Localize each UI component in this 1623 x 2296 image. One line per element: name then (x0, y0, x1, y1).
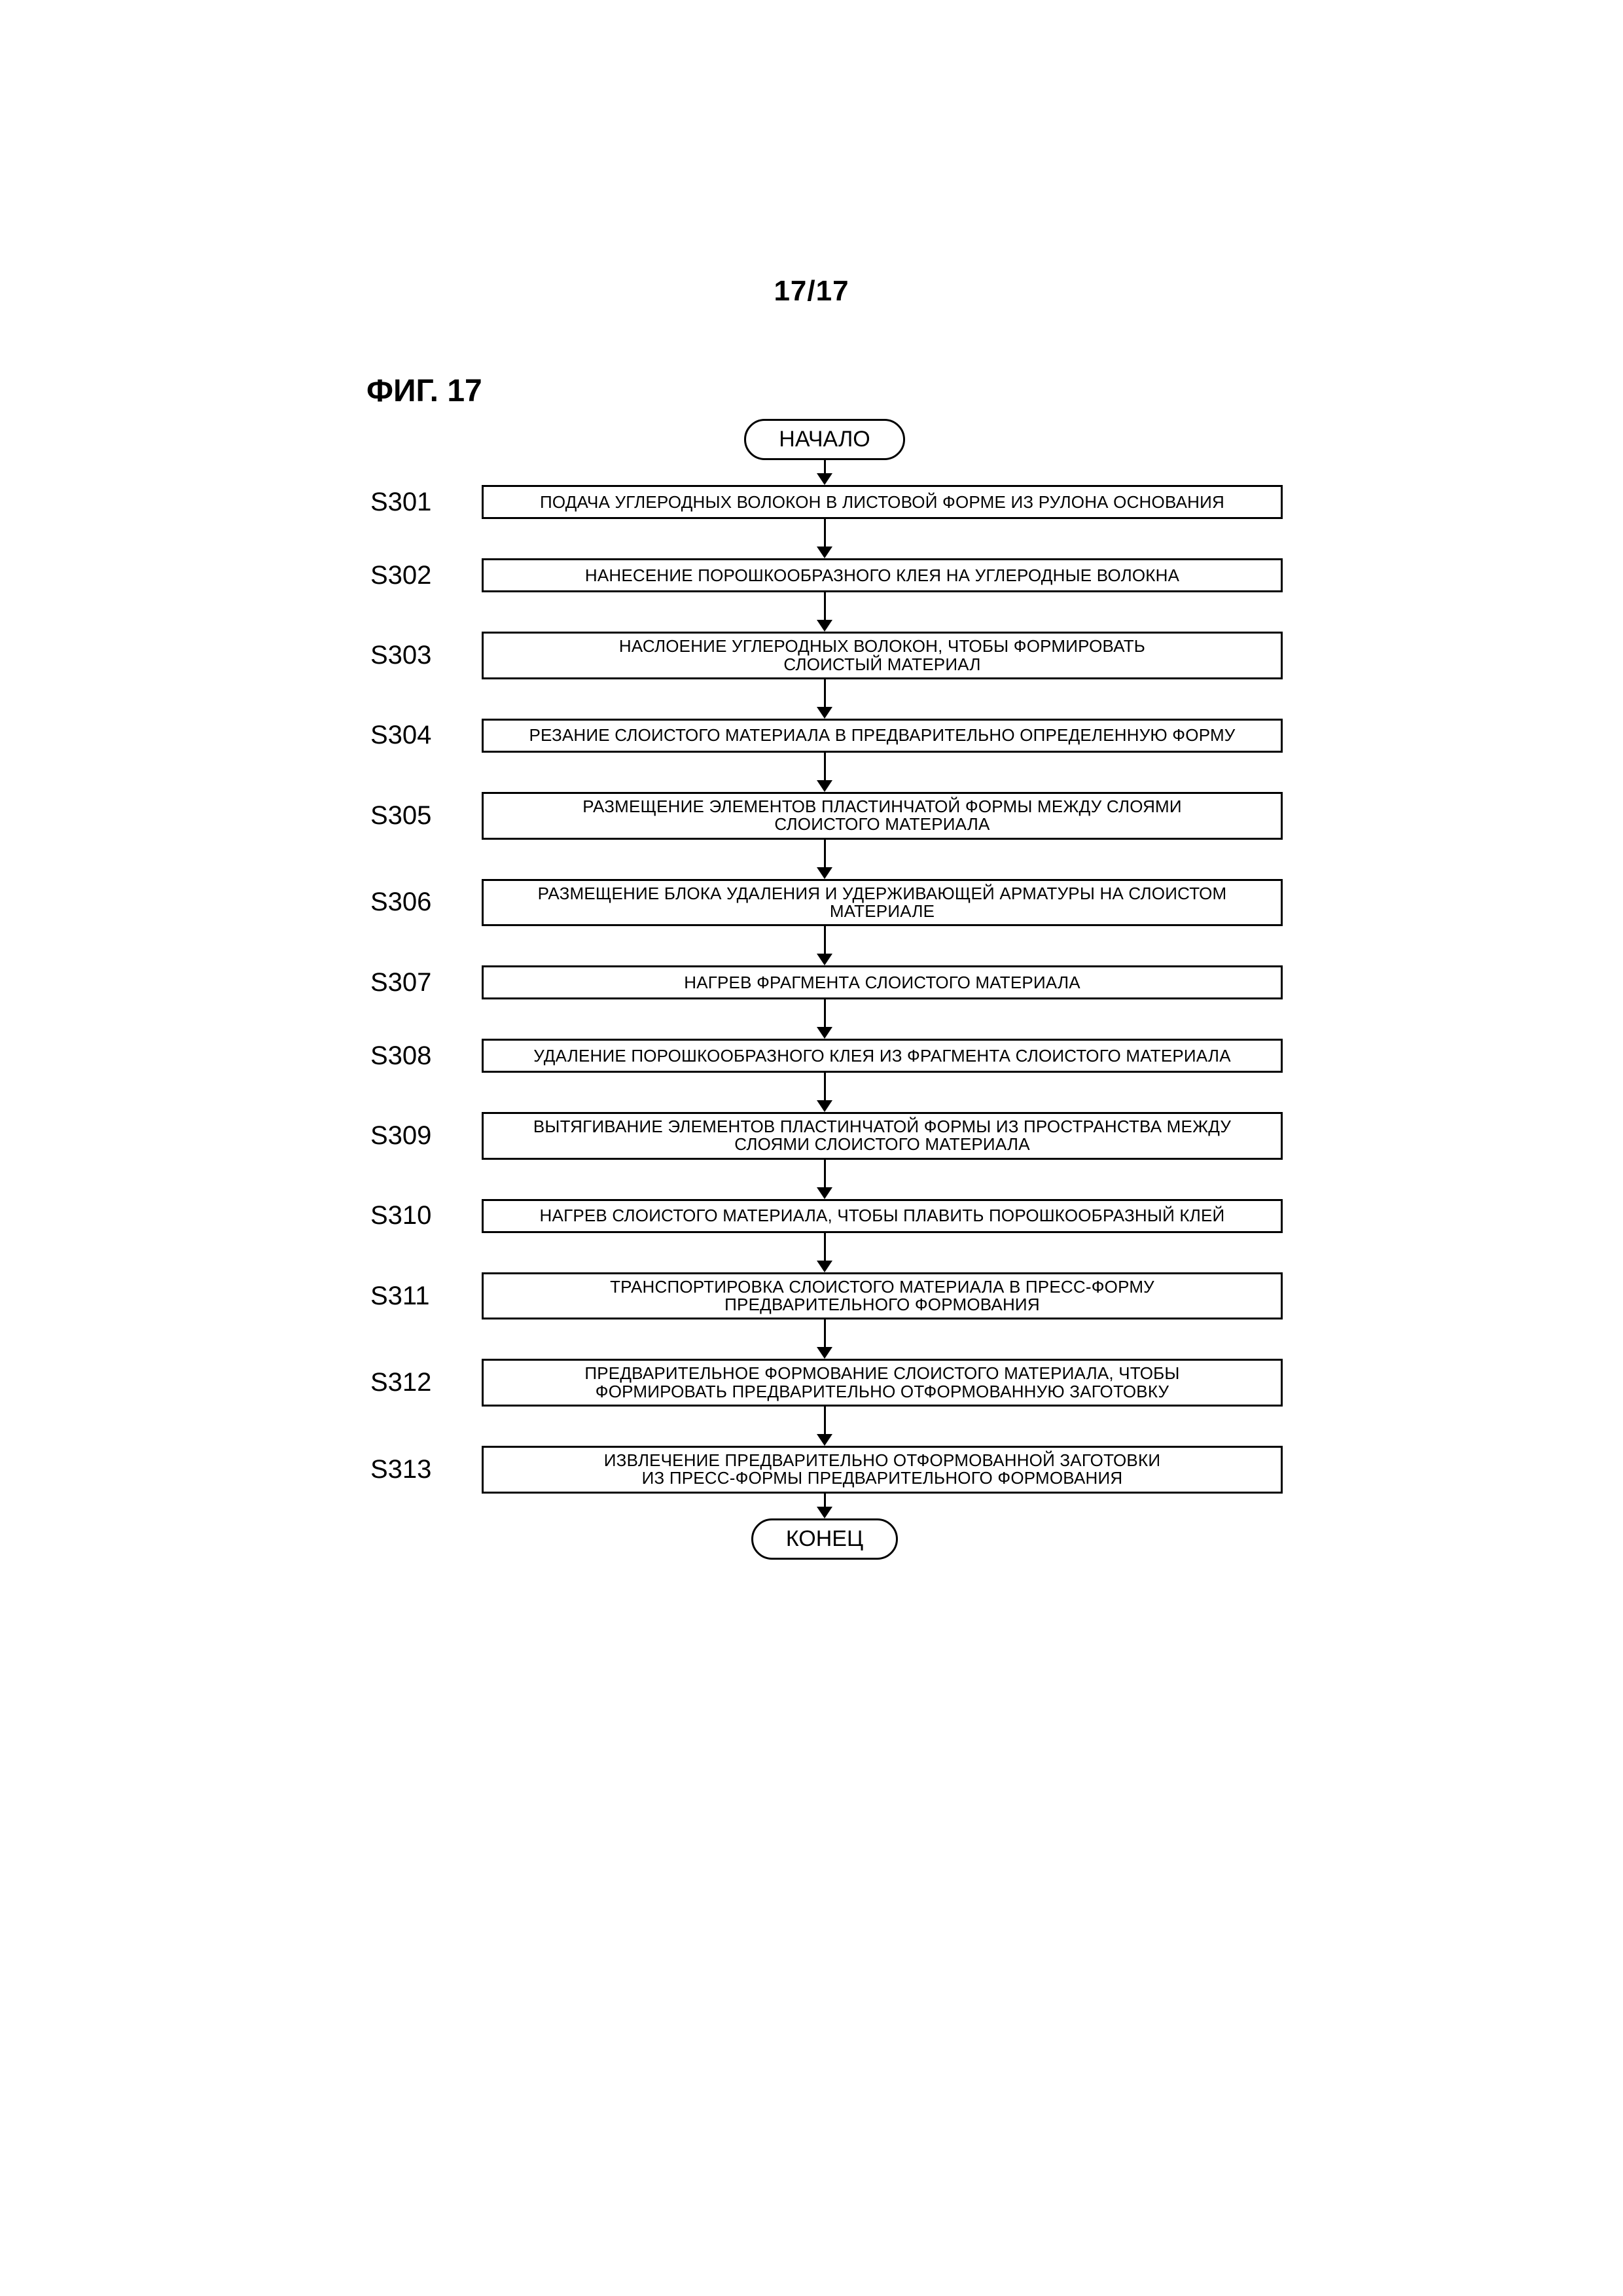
step-text: РАЗМЕЩЕНИЕ ЭЛЕМЕНТОВ ПЛАСТИНЧАТОЙ ФОРМЫ … (582, 798, 1182, 834)
step-label: S305 (366, 801, 482, 831)
page-number: 17/17 (0, 275, 1623, 308)
step-text: РЕЗАНИЕ СЛОИСТОГО МАТЕРИАЛА В ПРЕДВАРИТЕ… (529, 726, 1235, 744)
step-text: НАГРЕВ ФРАГМЕНТА СЛОИСТОГО МАТЕРИАЛА (684, 974, 1080, 992)
step-box: ТРАНСПОРТИРОВКА СЛОИСТОГО МАТЕРИАЛА В ПР… (482, 1272, 1283, 1320)
flowchart-step: S306 РАЗМЕЩЕНИЕ БЛОКА УДАЛЕНИЯ И УДЕРЖИВА… (366, 879, 1283, 927)
connector (824, 999, 826, 1028)
step-box: ВЫТЯГИВАНИЕ ЭЛЕМЕНТОВ ПЛАСТИНЧАТОЙ ФОРМЫ… (482, 1112, 1283, 1160)
arrow-down-icon (817, 707, 832, 719)
step-box: НАСЛОЕНИЕ УГЛЕРОДНЫХ ВОЛОКОН, ЧТОБЫ ФОРМ… (482, 632, 1283, 679)
flowchart-step: S309 ВЫТЯГИВАНИЕ ЭЛЕМЕНТОВ ПЛАСТИНЧАТОЙ Ф… (366, 1112, 1283, 1160)
step-text: НАСЛОЕНИЕ УГЛЕРОДНЫХ ВОЛОКОН, ЧТОБЫ ФОРМ… (619, 637, 1145, 673)
connector (824, 1233, 826, 1262)
step-text: НАНЕСЕНИЕ ПОРОШКООБРАЗНОГО КЛЕЯ НА УГЛЕР… (585, 567, 1179, 584)
step-box: ПРЕДВАРИТЕЛЬНОЕ ФОРМОВАНИЕ СЛОИСТОГО МАТ… (482, 1359, 1283, 1407)
flowchart-step: S304 РЕЗАНИЕ СЛОИСТОГО МАТЕРИАЛА В ПРЕДВА… (366, 719, 1283, 753)
arrow-down-icon (817, 867, 832, 879)
step-text: УДАЛЕНИЕ ПОРОШКООБРАЗНОГО КЛЕЯ ИЗ ФРАГМЕ… (533, 1047, 1231, 1065)
step-label: S304 (366, 721, 482, 750)
arrow-down-icon (817, 620, 832, 632)
connector (824, 1073, 826, 1102)
flowchart-step: S310 НАГРЕВ СЛОИСТОГО МАТЕРИАЛА, ЧТОБЫ ПЛ… (366, 1199, 1283, 1233)
connector (824, 1494, 826, 1508)
step-label: S313 (366, 1455, 482, 1484)
step-box: РАЗМЕЩЕНИЕ ЭЛЕМЕНТОВ ПЛАСТИНЧАТОЙ ФОРМЫ … (482, 792, 1283, 840)
step-text: ВЫТЯГИВАНИЕ ЭЛЕМЕНТОВ ПЛАСТИНЧАТОЙ ФОРМЫ… (533, 1118, 1231, 1154)
step-label: S312 (366, 1368, 482, 1397)
step-label: S309 (366, 1121, 482, 1151)
connector (824, 1160, 826, 1189)
arrow-down-icon (817, 1261, 832, 1272)
flowchart-step: S303 НАСЛОЕНИЕ УГЛЕРОДНЫХ ВОЛОКОН, ЧТОБЫ … (366, 632, 1283, 679)
step-label: S307 (366, 968, 482, 997)
arrow-down-icon (817, 473, 832, 485)
step-text: ТРАНСПОРТИРОВКА СЛОИСТОГО МАТЕРИАЛА В ПР… (610, 1278, 1154, 1314)
connector (824, 519, 826, 548)
start-terminator: НАЧАЛО (744, 419, 904, 460)
connector (824, 926, 826, 955)
connector (824, 840, 826, 869)
step-label: S302 (366, 561, 482, 590)
arrow-down-icon (817, 1507, 832, 1518)
arrow-down-icon (817, 1027, 832, 1039)
step-box: НАГРЕВ ФРАГМЕНТА СЛОИСТОГО МАТЕРИАЛА (482, 965, 1283, 999)
flowchart-step: S302 НАНЕСЕНИЕ ПОРОШКООБРАЗНОГО КЛЕЯ НА У… (366, 558, 1283, 592)
step-label: S301 (366, 488, 482, 517)
arrow-down-icon (817, 547, 832, 558)
connector (824, 592, 826, 621)
step-box: НАГРЕВ СЛОИСТОГО МАТЕРИАЛА, ЧТОБЫ ПЛАВИТ… (482, 1199, 1283, 1233)
step-label: S303 (366, 641, 482, 670)
step-box: ИЗВЛЕЧЕНИЕ ПРЕДВАРИТЕЛЬНО ОТФОРМОВАННОЙ … (482, 1446, 1283, 1494)
arrow-down-icon (817, 954, 832, 965)
flowchart-step: S311 ТРАНСПОРТИРОВКА СЛОИСТОГО МАТЕРИАЛА … (366, 1272, 1283, 1320)
steps-container: S301 ПОДАЧА УГЛЕРОДНЫХ ВОЛОКОН В ЛИСТОВОЙ… (366, 485, 1283, 1518)
step-text: ИЗВЛЕЧЕНИЕ ПРЕДВАРИТЕЛЬНО ОТФОРМОВАННОЙ … (604, 1452, 1160, 1488)
step-text: РАЗМЕЩЕНИЕ БЛОКА УДАЛЕНИЯ И УДЕРЖИВАЮЩЕЙ… (538, 885, 1227, 921)
step-text: ПРЕДВАРИТЕЛЬНОЕ ФОРМОВАНИЕ СЛОИСТОГО МАТ… (584, 1365, 1179, 1401)
arrow-down-icon (817, 1187, 832, 1199)
flowchart: НАЧАЛО S301 ПОДАЧА УГЛЕРОДНЫХ ВОЛОКОН В Л… (366, 419, 1283, 1560)
step-label: S308 (366, 1041, 482, 1071)
flowchart-step: S313 ИЗВЛЕЧЕНИЕ ПРЕДВАРИТЕЛЬНО ОТФОРМОВАН… (366, 1446, 1283, 1494)
step-text: ПОДАЧА УГЛЕРОДНЫХ ВОЛОКОН В ЛИСТОВОЙ ФОР… (540, 493, 1224, 511)
connector (824, 1319, 826, 1348)
step-box: РАЗМЕЩЕНИЕ БЛОКА УДАЛЕНИЯ И УДЕРЖИВАЮЩЕЙ… (482, 879, 1283, 927)
figure-caption: ФИГ. 17 (366, 373, 482, 409)
step-label: S306 (366, 888, 482, 917)
arrow-down-icon (817, 780, 832, 792)
step-box: УДАЛЕНИЕ ПОРОШКООБРАЗНОГО КЛЕЯ ИЗ ФРАГМЕ… (482, 1039, 1283, 1073)
flowchart-step: S307 НАГРЕВ ФРАГМЕНТА СЛОИСТОГО МАТЕРИАЛА (366, 965, 1283, 999)
arrow-down-icon (817, 1347, 832, 1359)
connector (824, 753, 826, 781)
step-text: НАГРЕВ СЛОИСТОГО МАТЕРИАЛА, ЧТОБЫ ПЛАВИТ… (540, 1207, 1225, 1225)
flowchart-step: S312 ПРЕДВАРИТЕЛЬНОЕ ФОРМОВАНИЕ СЛОИСТОГО… (366, 1359, 1283, 1407)
step-box: РЕЗАНИЕ СЛОИСТОГО МАТЕРИАЛА В ПРЕДВАРИТЕ… (482, 719, 1283, 753)
arrow-down-icon (817, 1434, 832, 1446)
flowchart-step: S308 УДАЛЕНИЕ ПОРОШКООБРАЗНОГО КЛЕЯ ИЗ ФР… (366, 1039, 1283, 1073)
arrow-down-icon (817, 1100, 832, 1112)
connector (824, 460, 826, 475)
step-label: S311 (366, 1282, 482, 1311)
step-label: S310 (366, 1201, 482, 1230)
end-terminator: КОНЕЦ (751, 1518, 898, 1560)
step-box: ПОДАЧА УГЛЕРОДНЫХ ВОЛОКОН В ЛИСТОВОЙ ФОР… (482, 485, 1283, 519)
connector (824, 679, 826, 708)
connector (824, 1407, 826, 1435)
flowchart-step: S301 ПОДАЧА УГЛЕРОДНЫХ ВОЛОКОН В ЛИСТОВОЙ… (366, 485, 1283, 519)
flowchart-step: S305 РАЗМЕЩЕНИЕ ЭЛЕМЕНТОВ ПЛАСТИНЧАТОЙ ФО… (366, 792, 1283, 840)
page: 17/17 ФИГ. 17 НАЧАЛО S301 ПОДАЧА УГЛЕРОДН… (0, 0, 1623, 2296)
step-box: НАНЕСЕНИЕ ПОРОШКООБРАЗНОГО КЛЕЯ НА УГЛЕР… (482, 558, 1283, 592)
